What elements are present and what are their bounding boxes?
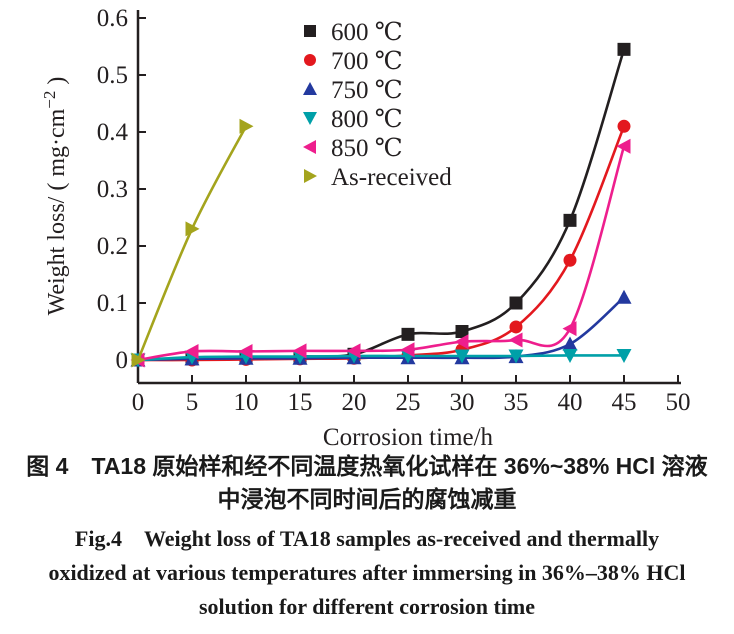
- series-0-marker: [563, 213, 577, 227]
- series-4-marker: [346, 343, 361, 359]
- figure-captions: 图 4 TA18 原始样和经不同温度热氧化试样在 36%~38% HCl 溶液 …: [0, 450, 734, 624]
- legend-marker-0: [304, 25, 316, 37]
- legend-marker-1: [304, 54, 316, 66]
- series-0-marker: [455, 325, 469, 338]
- x-tick-label: 20: [342, 389, 367, 416]
- legend-label-0: 600 ℃: [331, 19, 403, 46]
- x-tick-label: 35: [504, 389, 529, 416]
- legend-marker-3: [303, 112, 317, 125]
- series-2-curve: [137, 296, 625, 362]
- caption-chinese-line2: 中浸泡不同时间后的腐蚀减重: [217, 486, 517, 512]
- series-3-curve: [137, 354, 625, 362]
- series-1-marker: [563, 253, 577, 267]
- caption-chinese-line1: 图 4 TA18 原始样和经不同温度热氧化试样在 36%~38% HCl 溶液: [26, 453, 708, 479]
- series-4-marker: [508, 332, 523, 348]
- series-5-marker: [185, 221, 200, 237]
- series-0-marker: [509, 296, 523, 310]
- x-tick-label: 5: [186, 389, 199, 416]
- series-3-marker: [616, 348, 632, 363]
- y-tick-label: 0.5: [97, 62, 128, 89]
- y-tick-label: 0.4: [97, 119, 129, 146]
- series-5-curve: [136, 125, 248, 361]
- caption-english-line1: Fig.4 Weight loss of TA18 samples as-rec…: [74, 526, 660, 551]
- series-0-marker: [617, 42, 631, 56]
- caption-english-line3: solution for different corrosion time: [198, 594, 536, 619]
- series-1-marker: [617, 119, 631, 133]
- legend-label-2: 750 ℃: [331, 77, 403, 104]
- x-tick-label: 50: [666, 389, 691, 416]
- legend-label-4: 850 ℃: [331, 135, 403, 162]
- series-4-marker: [238, 343, 253, 359]
- series-5-marker: [131, 352, 146, 368]
- series-5-marker: [239, 118, 254, 134]
- caption-english-block: Fig.4 Weight loss of TA18 samples as-rec…: [0, 522, 734, 624]
- y-tick-label: 0.2: [97, 233, 128, 260]
- legend-label-1: 700 ℃: [331, 48, 403, 75]
- x-tick-label: 40: [558, 389, 583, 416]
- series-4-marker: [184, 343, 199, 359]
- series-2-marker: [616, 289, 632, 304]
- x-tick-label: 30: [450, 389, 475, 416]
- y-tick-label: 0: [116, 347, 129, 374]
- series-4-marker: [292, 343, 307, 359]
- legend-marker-4: [303, 140, 316, 154]
- caption-english-line2: oxidized at various temperatures after i…: [48, 560, 686, 585]
- series-3-marker: [508, 349, 524, 364]
- series-3-marker: [562, 348, 578, 363]
- series-4-marker: [454, 334, 469, 350]
- series-4-marker: [400, 342, 415, 358]
- series-1-marker: [509, 320, 523, 334]
- x-tick-label: 25: [396, 389, 421, 416]
- legend-label-5: As-received: [331, 164, 452, 191]
- weight-loss-chart: 0 5 10 15 20 25 30 35 40 45 50 0 0.1 0.2 0.3 0.4 0.5 0.6 C…: [40, 5, 691, 450]
- axes: [136, 10, 681, 385]
- y-tick-label: 0.1: [97, 290, 128, 317]
- series-3-marker: [454, 349, 470, 364]
- x-tick-label: 0: [132, 389, 145, 416]
- legend-label-3: 800 ℃: [331, 106, 403, 133]
- y-tick-label: 0.6: [97, 5, 128, 32]
- legend-marker-5: [304, 169, 317, 183]
- series-4-marker: [562, 321, 577, 337]
- x-tick-label: 10: [234, 389, 259, 416]
- series-2-marker: [562, 336, 578, 351]
- y-axis-title: Weight loss/ ( mg·cm−2 ): [40, 77, 70, 316]
- series-0-marker: [401, 327, 415, 341]
- legend-marker-2: [303, 82, 317, 95]
- x-tick-label: 15: [288, 389, 313, 416]
- x-axis-title: Corrosion time/h: [323, 424, 494, 450]
- series-4-marker: [616, 138, 631, 154]
- x-tick-label: 45: [612, 389, 637, 416]
- y-tick-label: 0.3: [97, 176, 128, 203]
